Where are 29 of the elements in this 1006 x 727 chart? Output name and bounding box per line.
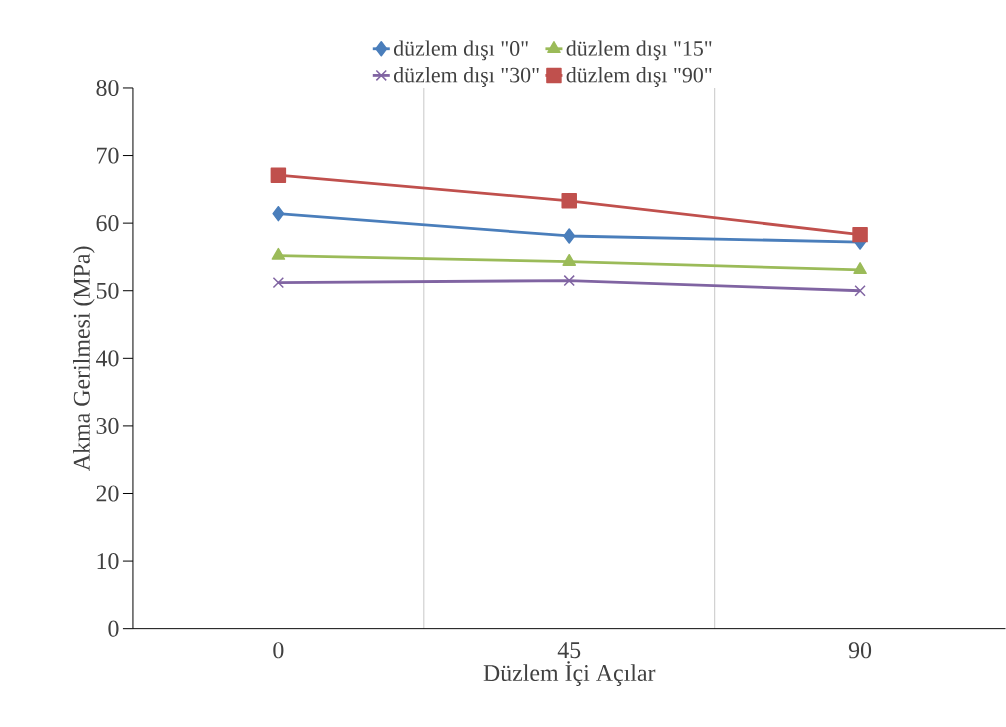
y-tick-label: 20 — [96, 485, 119, 502]
point — [270, 167, 287, 184]
y-tick-label: 10 — [97, 553, 119, 570]
y-tick-label: 60 — [96, 215, 119, 232]
x-tick-label: 90 — [848, 642, 872, 659]
point — [562, 254, 577, 267]
y-axis-title: Akma Gerilmesi (MPa) — [73, 246, 95, 472]
point — [854, 285, 866, 297]
legend-label: düzlem dışı "15" — [566, 40, 712, 61]
point — [563, 228, 576, 244]
point — [561, 193, 577, 209]
legend-label: düzlem dışı "90" — [566, 67, 712, 88]
point — [271, 248, 286, 261]
legend-label: düzlem dışı "0" — [393, 40, 528, 61]
y-tick-label: 30 — [96, 418, 119, 435]
point — [853, 262, 867, 275]
legend-label: düzlem dışı "30" — [393, 67, 539, 88]
x-tick-label: 0 — [273, 642, 284, 659]
point — [272, 277, 285, 289]
y-tick-label: 0 — [108, 620, 119, 637]
y-tick-label: 40 — [96, 350, 119, 367]
x-tick-label: 45 — [557, 642, 581, 659]
point — [852, 227, 868, 243]
point — [563, 275, 575, 287]
x-axis-title: Düzlem İçi Açılar — [483, 661, 656, 687]
y-tick-label: 50 — [96, 282, 119, 299]
y-tick-label: 80 — [96, 80, 119, 97]
point — [272, 206, 285, 222]
y-tick-label: 70 — [97, 147, 119, 164]
